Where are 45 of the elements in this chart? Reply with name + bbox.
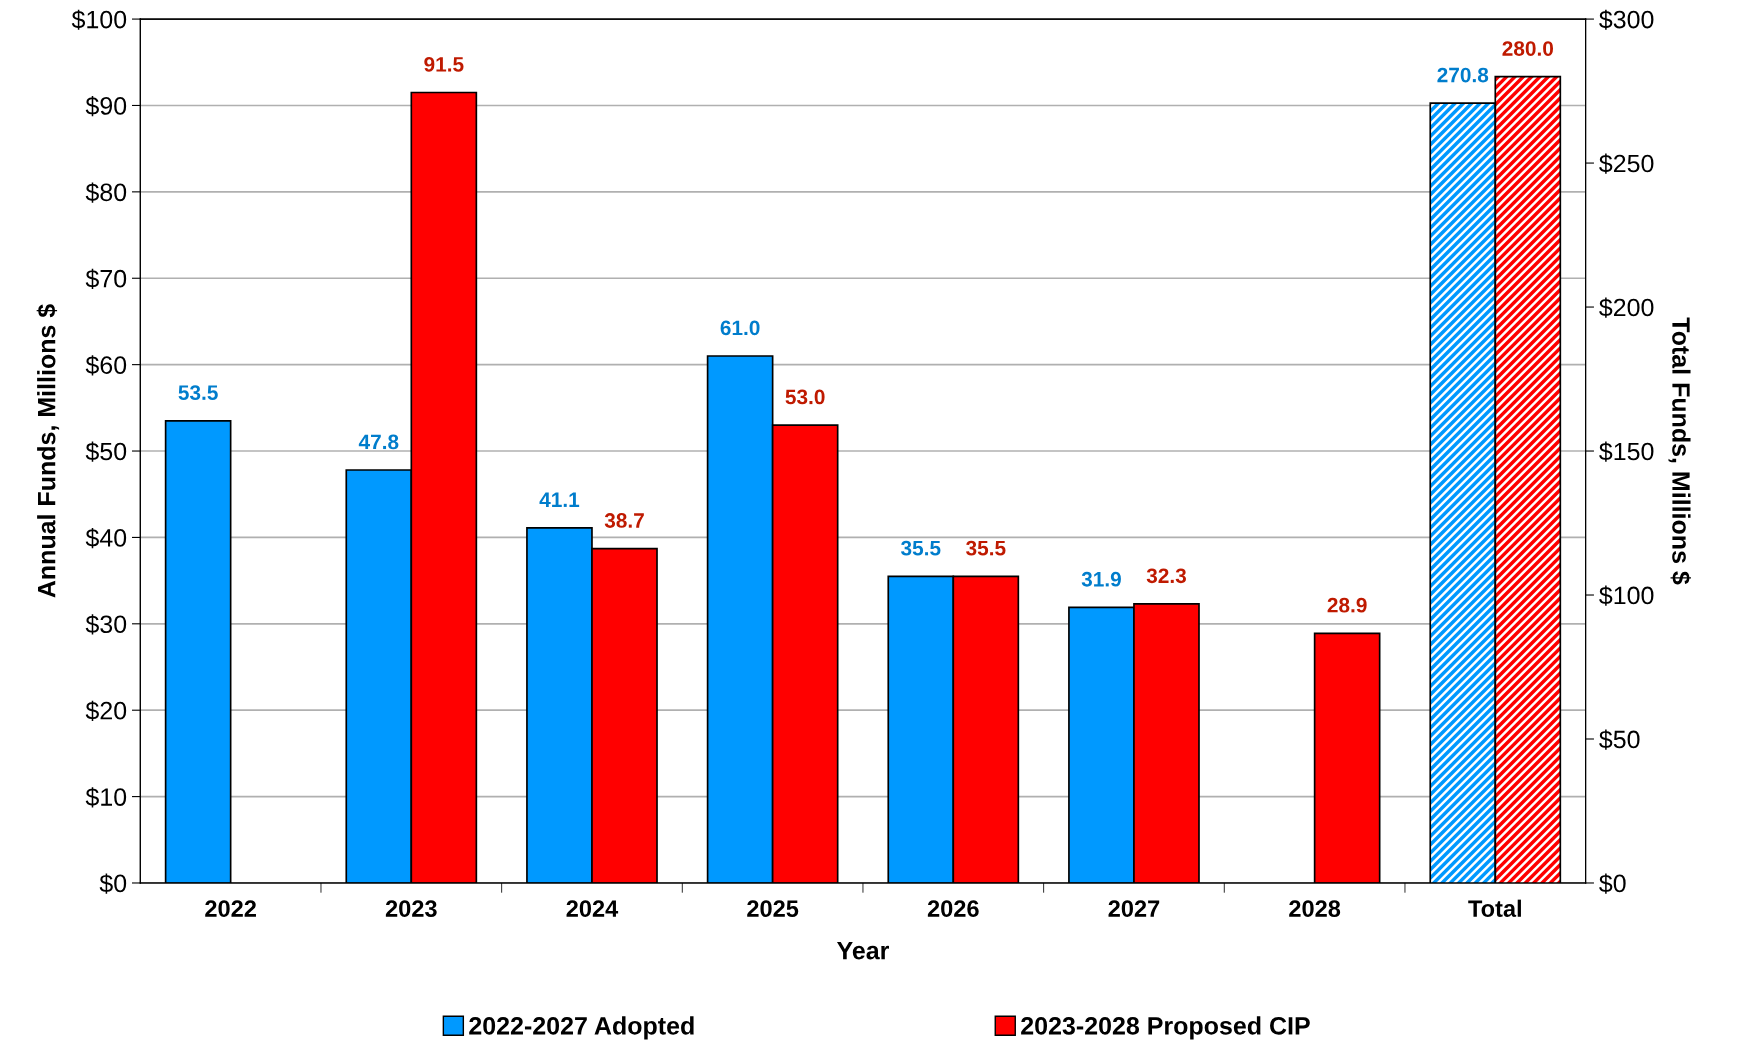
- x-tick-label: 2023: [385, 900, 437, 918]
- y-tick-label: $20: [85, 700, 127, 721]
- x-tick-label: 2022: [205, 900, 256, 917]
- y-axis-title: Annual Funds, Millions $: [36, 304, 60, 598]
- x-tick-label: 2027: [1108, 900, 1160, 917]
- y2-tick-label: $150: [1599, 441, 1654, 462]
- y-tick-label: $60: [85, 355, 127, 376]
- y2-tick-label: $250: [1599, 153, 1654, 174]
- y-tick-label: $100: [71, 9, 127, 30]
- x-tick-label: Total: [1468, 899, 1521, 917]
- y2-tick-label: $0: [1599, 873, 1626, 894]
- y-tick-label: $30: [85, 614, 127, 635]
- y-tick-label: $70: [85, 268, 127, 290]
- x-tick-label: 2024: [566, 900, 619, 917]
- x-tick-label: 2025: [747, 900, 799, 917]
- data-label: 91.5: [424, 56, 464, 72]
- data-label: 32.3: [1146, 568, 1186, 584]
- data-label: 41.1: [539, 492, 580, 507]
- y-tick-label: $10: [85, 787, 127, 808]
- x-axis-title: Year: [836, 942, 890, 960]
- data-label: 53.5: [178, 385, 218, 401]
- legend-label: 2022-2027 Adopted: [469, 1016, 694, 1040]
- y-tick-label: $90: [85, 96, 127, 117]
- data-label: 53.0: [785, 389, 825, 405]
- y2-tick-label: $50: [1599, 729, 1640, 750]
- data-label: 31.9: [1081, 571, 1121, 587]
- y-tick-label: $80: [85, 182, 127, 203]
- data-label: 47.8: [358, 434, 399, 450]
- legend-label: 2023-2028 Proposed CIP: [1021, 1016, 1310, 1040]
- x-tick-label: 2028: [1289, 900, 1341, 917]
- data-label: 28.9: [1327, 597, 1367, 613]
- data-label: 270.8: [1437, 67, 1489, 83]
- x-tick-label: 2026: [927, 900, 979, 917]
- y2-tick-label: $200: [1599, 297, 1654, 318]
- y-tick-label: $50: [85, 441, 127, 462]
- y2-axis-title: Total Funds, Millions $: [1668, 317, 1691, 585]
- y-tick-label: $40: [85, 527, 127, 549]
- y2-tick-label: $100: [1599, 585, 1654, 606]
- data-label: 35.5: [966, 540, 1006, 556]
- y2-tick-label: $300: [1599, 9, 1654, 30]
- data-label: 280.0: [1502, 41, 1554, 56]
- data-label: 38.7: [604, 513, 644, 528]
- data-label: 35.5: [900, 540, 941, 556]
- y-tick-label: $0: [99, 873, 127, 894]
- data-label: 61.0: [720, 320, 760, 336]
